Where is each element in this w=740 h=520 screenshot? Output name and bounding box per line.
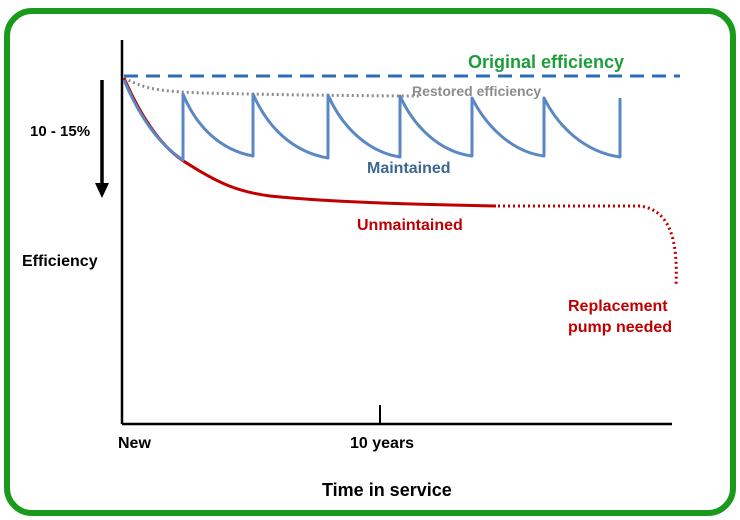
replacement-label-line2: pump needed	[568, 319, 672, 336]
maintained-label: Maintained	[367, 160, 451, 177]
x-axis-label: Time in service	[322, 480, 452, 500]
replacement-label-line1: Replacement	[568, 298, 668, 315]
restored-efficiency-line	[123, 76, 420, 98]
x-tick-label-10-years: 10 years	[350, 435, 414, 452]
replacement-projection-line	[498, 204, 678, 286]
down-arrowhead-icon	[95, 183, 109, 198]
maintained-sawtooth-line	[122, 79, 622, 162]
x-tick-label-new: New	[118, 435, 151, 452]
drop-percentage-label: 10 - 15%	[30, 123, 90, 140]
green-frame	[4, 8, 736, 516]
unmaintained-label: Unmaintained	[357, 217, 463, 234]
original-efficiency-label: Original efficiency	[468, 52, 624, 72]
restored-efficiency-label: Restored efficiency	[412, 83, 541, 99]
y-axis-label: Efficiency	[22, 253, 98, 270]
